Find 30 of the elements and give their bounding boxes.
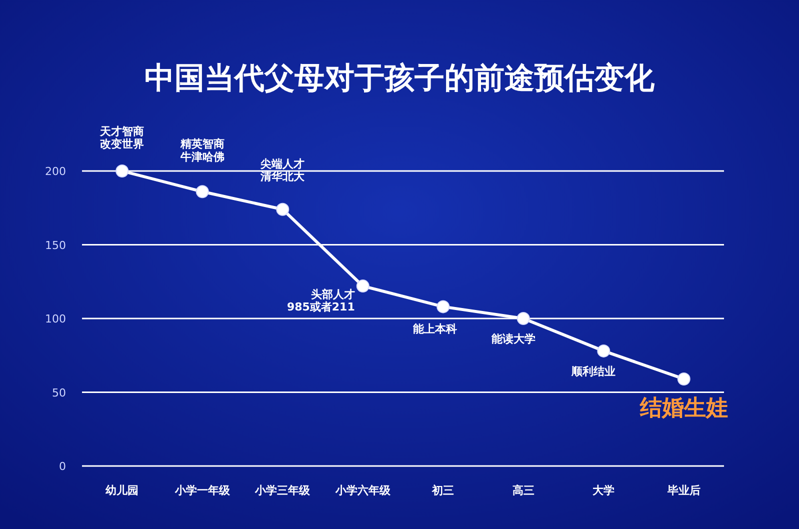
x-tick-label: 毕业后 — [666, 484, 700, 497]
x-tick-label: 小学一年级 — [174, 484, 231, 497]
annotation: 天才智商改变世界 — [99, 125, 144, 151]
annotation: 能读大学 — [491, 332, 536, 346]
annotation: 精英智商牛津哈佛 — [179, 138, 224, 164]
point — [597, 344, 610, 358]
chart-title: 中国当代父母对于孩子的前途预估变化 — [144, 61, 656, 96]
x-tick-label: 小学六年级 — [334, 484, 392, 497]
y-tick-label: 0 — [59, 460, 66, 473]
point — [196, 185, 209, 198]
annotation: 顺利结业 — [570, 364, 616, 378]
y-tick-label: 200 — [45, 165, 66, 178]
x-tick-label: 小学三年级 — [254, 484, 312, 497]
x-tick-label: 高三 — [512, 484, 534, 497]
y-tick-label: 150 — [45, 238, 66, 252]
point — [436, 300, 450, 314]
point — [516, 312, 530, 325]
x-tick-label: 大学 — [592, 484, 615, 497]
annotation: 头部人才985或者211 — [286, 288, 355, 314]
annotation: 能上本科 — [413, 322, 458, 336]
point — [116, 164, 129, 178]
y-tick-label: 100 — [45, 312, 66, 326]
x-tick-label: 初三 — [431, 484, 454, 497]
y-tick-label: 50 — [52, 386, 66, 400]
annotation: 结婚生娃 — [638, 396, 728, 421]
annotation: 尖端人才清华北大 — [260, 157, 306, 183]
point — [677, 372, 690, 386]
point — [356, 280, 370, 293]
x-tick-label: 幼儿园 — [104, 484, 139, 497]
point — [276, 202, 290, 216]
